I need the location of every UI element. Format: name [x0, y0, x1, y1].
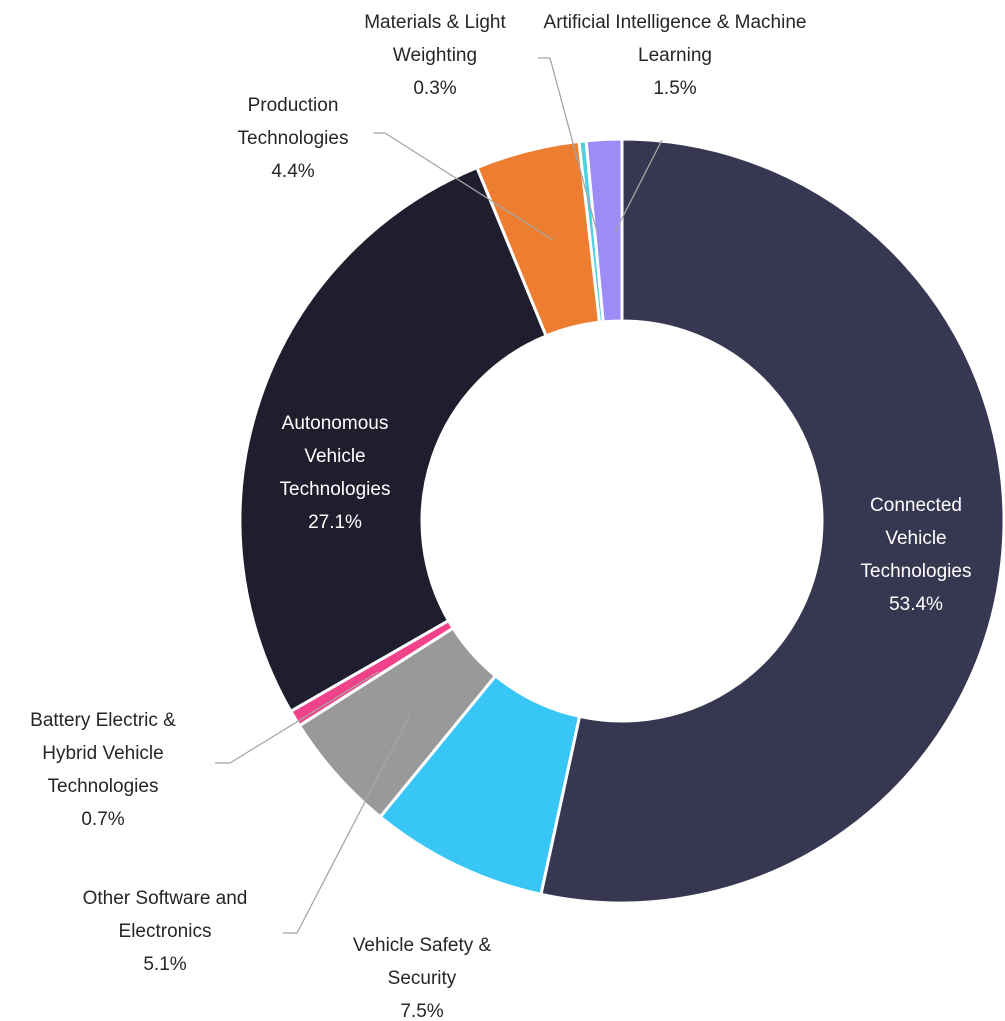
value-label: 5.1%: [143, 954, 187, 975]
slice-label: Other Software and Electronics 5.1%: [53, 882, 278, 981]
donut-slice: [539, 137, 1005, 905]
value-label: 4.4%: [271, 161, 315, 182]
category-label: Materials & Light Weighting: [364, 12, 506, 66]
value-label: 1.5%: [653, 78, 697, 99]
slice-label: Battery Electric & Hybrid Vehicle Techno…: [1, 704, 206, 836]
category-label: Production Technologies: [237, 95, 349, 149]
category-label: Artificial Intelligence & Machine Learni…: [543, 12, 807, 66]
slice-label: Production Technologies 4.4%: [226, 89, 361, 188]
value-label: 27.1%: [308, 512, 362, 533]
donut-slice: [297, 626, 498, 819]
donut-slice: [474, 139, 602, 338]
leader-line: [215, 671, 379, 764]
value-label: 53.4%: [889, 594, 943, 615]
value-label: 7.5%: [400, 1001, 444, 1021]
leader-lines: [215, 57, 663, 934]
donut-slice: [238, 165, 549, 714]
slice-label: Vehicle Safety & Security 7.5%: [327, 929, 517, 1021]
category-label: Connected Vehicle Technologies: [860, 495, 972, 582]
leader-line: [373, 132, 554, 241]
category-label: Autonomous Vehicle Technologies: [279, 413, 391, 500]
slice-label: Artificial Intelligence & Machine Learni…: [543, 6, 808, 105]
slice-label: Autonomous Vehicle Technologies 27.1%: [260, 407, 410, 539]
value-label: 0.7%: [81, 809, 125, 830]
slice-label: Materials & Light Weighting 0.3%: [338, 6, 533, 105]
leader-line: [614, 139, 663, 233]
leader-line: [283, 714, 411, 934]
category-label: Battery Electric & Hybrid Vehicle Techno…: [30, 710, 176, 797]
category-label: Other Software and Electronics: [82, 888, 248, 942]
category-label: Vehicle Safety & Security: [352, 935, 492, 989]
donut-slice: [378, 673, 582, 897]
leader-line: [538, 57, 598, 233]
value-label: 0.3%: [413, 78, 457, 99]
slice-label: Connected Vehicle Technologies 53.4%: [841, 489, 991, 621]
